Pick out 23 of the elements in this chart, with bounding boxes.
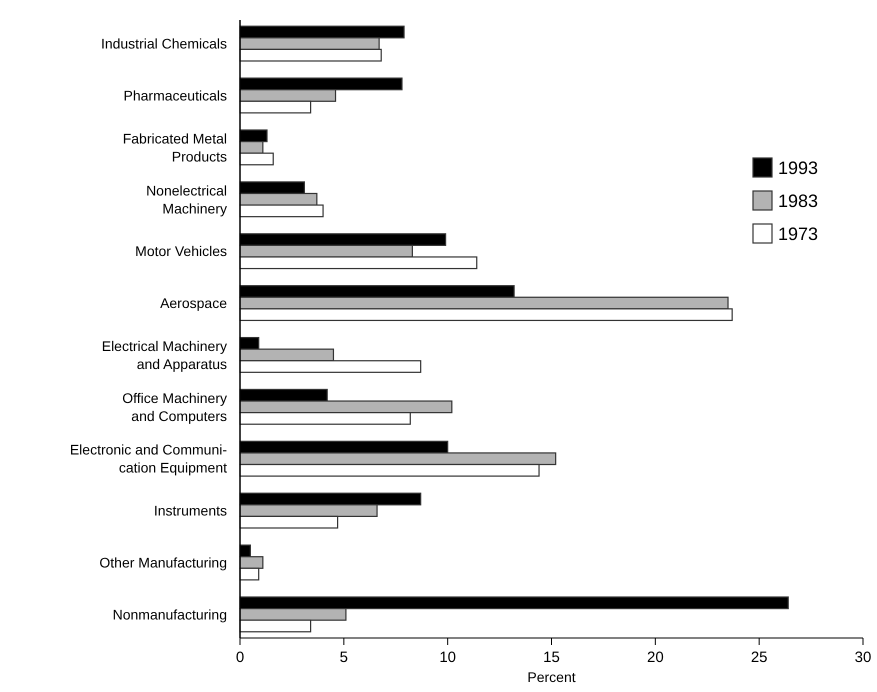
legend-label: 1993 bbox=[778, 158, 818, 178]
legend-label: 1983 bbox=[778, 191, 818, 211]
x-tick-label: 25 bbox=[750, 649, 768, 666]
y-tick-label: Aerospace bbox=[160, 295, 228, 312]
x-tick-label: 5 bbox=[340, 649, 348, 666]
y-tick-label: Motor Vehicles bbox=[135, 243, 227, 260]
y-tick-label: Nonmanufacturing bbox=[112, 606, 227, 622]
legend-label: 1973 bbox=[778, 224, 818, 244]
x-axis-title: Percent bbox=[527, 669, 576, 685]
y-tick-label: Instruments bbox=[154, 502, 227, 519]
y-tick-label: Electronic and Communi- cation Equipment bbox=[70, 442, 228, 476]
y-tick-label: Fabricated Metal Products bbox=[122, 130, 227, 164]
y-tick-label: Pharmaceuticals bbox=[124, 88, 227, 104]
y-tick-label: Electrical Machinery and Apparatus bbox=[102, 338, 227, 372]
x-tick-label: 10 bbox=[439, 649, 456, 666]
x-tick-label: 20 bbox=[646, 649, 664, 666]
x-tick-label: 0 bbox=[236, 649, 244, 666]
y-tick-label: Office Machinery and Computers bbox=[122, 390, 227, 424]
y-tick-label: Nonelectrical Machinery bbox=[146, 182, 227, 216]
x-tick-label: 30 bbox=[854, 649, 872, 666]
y-tick-label: Industrial Chemicals bbox=[100, 36, 227, 52]
x-tick-label: 15 bbox=[543, 649, 560, 666]
y-tick-label: Other Manufacturing bbox=[99, 554, 227, 570]
